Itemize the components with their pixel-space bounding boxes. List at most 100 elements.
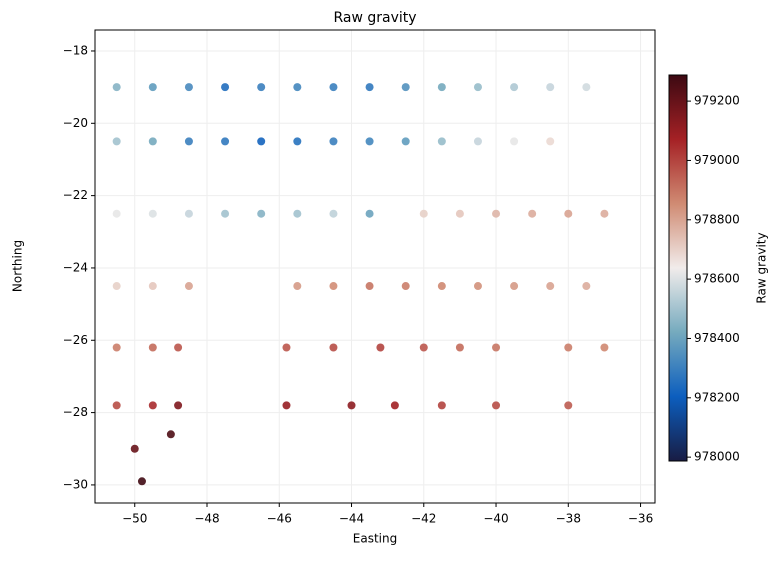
data-point [148, 209, 157, 218]
data-point [401, 137, 410, 146]
data-point [419, 343, 428, 352]
x-axis-label: Easting [353, 532, 397, 546]
data-point [293, 83, 302, 92]
y-tick-label: −22 [63, 188, 88, 202]
data-point [510, 137, 519, 146]
data-point [564, 401, 573, 410]
y-tick-label: −20 [63, 116, 88, 130]
x-tick-label: −42 [411, 512, 436, 526]
data-point [329, 209, 338, 218]
data-point [137, 477, 146, 486]
data-point [419, 209, 428, 218]
data-point [282, 343, 291, 352]
data-point [376, 343, 385, 352]
data-point [437, 137, 446, 146]
data-point [174, 343, 183, 352]
data-point [510, 83, 519, 92]
data-point [600, 209, 609, 218]
data-point [600, 343, 609, 352]
data-point [347, 401, 356, 410]
data-point [329, 282, 338, 291]
y-tick-label: −18 [63, 43, 88, 57]
y-axis-label: Northing [11, 240, 25, 292]
data-point [148, 401, 157, 410]
data-point [282, 401, 291, 410]
data-point [365, 209, 374, 218]
data-point [365, 83, 374, 92]
data-point [492, 401, 501, 410]
data-point [473, 137, 482, 146]
data-point [365, 137, 374, 146]
data-point [492, 209, 501, 218]
plot-frame [94, 29, 656, 504]
data-point [112, 343, 121, 352]
data-point [546, 83, 555, 92]
data-point [437, 401, 446, 410]
y-tick-label: −30 [63, 477, 88, 491]
colorbar-tick-label: 978200 [694, 390, 740, 404]
colorbar-label: Raw gravity [755, 232, 769, 303]
data-point [293, 282, 302, 291]
data-point [112, 137, 121, 146]
data-point [437, 83, 446, 92]
colorbar [668, 74, 688, 462]
data-point [174, 401, 183, 410]
x-tick-label: −40 [483, 512, 508, 526]
data-point [510, 282, 519, 291]
data-point [112, 209, 121, 218]
data-point [582, 83, 591, 92]
data-point [390, 401, 399, 410]
data-point [401, 282, 410, 291]
data-point [148, 282, 157, 291]
data-point [473, 83, 482, 92]
data-point [257, 137, 266, 146]
data-point [582, 282, 591, 291]
data-point [492, 343, 501, 352]
colorbar-tick-label: 979000 [694, 153, 740, 167]
data-point [166, 430, 175, 439]
data-point [130, 444, 139, 453]
data-point [221, 83, 230, 92]
colorbar-tick-label: 979200 [694, 94, 740, 108]
data-point [564, 209, 573, 218]
data-point [112, 83, 121, 92]
data-point [437, 282, 446, 291]
data-point [564, 343, 573, 352]
data-point [257, 209, 266, 218]
colorbar-tick-label: 978000 [694, 450, 740, 464]
data-point [329, 83, 338, 92]
colorbar-tick-label: 978400 [694, 331, 740, 345]
data-point [112, 282, 121, 291]
data-point [546, 282, 555, 291]
data-point [184, 282, 193, 291]
data-point [257, 83, 266, 92]
data-point [221, 137, 230, 146]
data-point [184, 83, 193, 92]
data-point [148, 137, 157, 146]
x-tick-label: −38 [556, 512, 581, 526]
x-tick-label: −44 [339, 512, 364, 526]
data-point [184, 137, 193, 146]
data-point [329, 343, 338, 352]
data-point [329, 137, 338, 146]
data-point [546, 137, 555, 146]
x-tick-label: −46 [267, 512, 292, 526]
data-point [221, 209, 230, 218]
x-tick-label: −50 [122, 512, 147, 526]
data-point [148, 343, 157, 352]
data-point [455, 209, 464, 218]
data-point [148, 83, 157, 92]
y-tick-label: −24 [63, 260, 88, 274]
x-tick-label: −48 [194, 512, 219, 526]
data-point [365, 282, 374, 291]
data-point [401, 83, 410, 92]
data-point [184, 209, 193, 218]
data-point [112, 401, 121, 410]
colorbar-tick-label: 978600 [694, 272, 740, 286]
data-point [455, 343, 464, 352]
data-point [473, 282, 482, 291]
colorbar-tick-label: 978800 [694, 212, 740, 226]
data-point [528, 209, 537, 218]
x-tick-label: −36 [628, 512, 653, 526]
